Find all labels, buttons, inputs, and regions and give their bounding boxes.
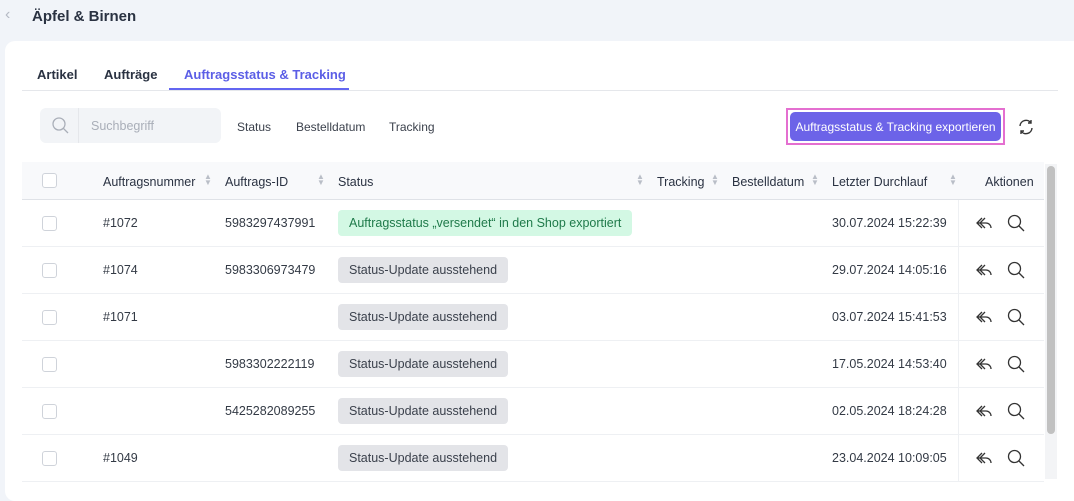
page-title: Äpfel & Birnen	[32, 8, 137, 25]
col-aktionen: Aktionen	[985, 175, 1034, 189]
row-checkbox[interactable]	[42, 404, 57, 419]
filter-bestelldatum[interactable]: Bestelldatum	[296, 120, 366, 134]
sort-icon[interactable]: ▲ ▼	[204, 172, 212, 187]
cell-auftragsnummer: #1049	[103, 451, 138, 465]
row-checkbox[interactable]	[42, 451, 57, 466]
cell-letzter-durchlauf: 03.07.2024 15:41:53	[832, 310, 947, 324]
cell-auftrags-id: 5983306973479	[225, 263, 316, 277]
col-letzter-durchlauf[interactable]: Letzter Durchlauf	[832, 175, 928, 189]
cell-auftrags-id: 5983297437991	[225, 216, 316, 230]
cell-auftragsnummer: #1071	[103, 310, 138, 324]
cell-auftragsnummer: #1074	[103, 263, 138, 277]
col-tracking[interactable]: Tracking	[657, 175, 705, 189]
cell-letzter-durchlauf: 29.07.2024 14:05:16	[832, 263, 947, 277]
tab-auftragsstatus-tracking[interactable]: Auftragsstatus & Tracking	[184, 67, 346, 82]
scrollbar[interactable]	[1045, 164, 1057, 479]
search-icon[interactable]	[1007, 449, 1025, 467]
sort-icon[interactable]: ▲ ▼	[811, 172, 819, 187]
filter-status[interactable]: Status	[237, 120, 272, 134]
cell-letzter-durchlauf: 30.07.2024 15:22:39	[832, 216, 947, 230]
table-row[interactable]: 5983302222119 Status-Update ausstehend 1…	[22, 341, 1044, 388]
col-auftragsnummer[interactable]: Auftragsnummer	[103, 175, 196, 189]
col-status[interactable]: Status	[338, 175, 374, 189]
scrollbar-thumb[interactable]	[1047, 166, 1055, 434]
table-header: Auftragsnummer ▲ ▼ Auftrags-ID ▲ ▼ Status …	[22, 162, 1044, 200]
table-row[interactable]: 5425282089255 Status-Update ausstehend 0…	[22, 388, 1044, 435]
search-icon[interactable]	[1007, 355, 1025, 373]
status-badge: Status-Update ausstehend	[338, 304, 509, 330]
cell-letzter-durchlauf: 23.04.2024 10:09:05	[832, 451, 947, 465]
status-badge: Status-Update ausstehend	[338, 445, 509, 471]
status-badge: Status-Update ausstehend	[338, 398, 509, 424]
back-chevron-icon[interactable]: ‹	[5, 6, 11, 23]
row-checkbox[interactable]	[42, 263, 57, 278]
top-bar: ‹ Äpfel & Birnen	[0, 0, 1074, 40]
reply-icon[interactable]	[975, 402, 993, 420]
table-row[interactable]: #1072 5983297437991 Auftragsstatus „vers…	[22, 200, 1044, 247]
search-input[interactable]: Suchbegriff	[40, 108, 221, 143]
reply-icon[interactable]	[975, 449, 993, 467]
table-row[interactable]: #1074 5983306973479 Status-Update ausste…	[22, 247, 1044, 294]
tab-artikel[interactable]: Artikel	[37, 67, 78, 82]
refresh-icon[interactable]	[1017, 118, 1035, 136]
table-row[interactable]: #1071 Status-Update ausstehend 03.07.202…	[22, 294, 1044, 341]
tab-bar: Artikel Aufträge Auftragsstatus & Tracki…	[22, 60, 1058, 91]
row-checkbox[interactable]	[42, 357, 57, 372]
col-bestelldatum[interactable]: Bestelldatum	[732, 175, 805, 189]
status-badge: Auftragsstatus „versendet“ in den Shop e…	[338, 210, 633, 236]
tab-auftraege[interactable]: Aufträge	[104, 67, 158, 82]
row-checkbox[interactable]	[42, 216, 57, 231]
export-button[interactable]: Auftragsstatus & Tracking exportieren	[790, 112, 1001, 141]
export-button-highlight: Auftragsstatus & Tracking exportieren	[786, 108, 1005, 145]
sort-icon[interactable]: ▲ ▼	[711, 172, 719, 187]
active-tab-indicator	[169, 88, 349, 90]
search-icon[interactable]	[1007, 261, 1025, 279]
reply-icon[interactable]	[975, 261, 993, 279]
status-badge: Status-Update ausstehend	[338, 257, 509, 283]
cell-letzter-durchlauf: 02.05.2024 18:24:28	[832, 404, 947, 418]
cell-letzter-durchlauf: 17.05.2024 14:53:40	[832, 357, 947, 371]
reply-icon[interactable]	[975, 214, 993, 232]
cell-auftrags-id: 5425282089255	[225, 404, 316, 418]
sort-icon[interactable]: ▲ ▼	[949, 172, 957, 187]
cell-auftrags-id: 5983302222119	[225, 357, 315, 371]
filter-tracking[interactable]: Tracking	[389, 120, 435, 134]
cell-auftragsnummer: #1072	[103, 216, 138, 230]
search-icon[interactable]	[1007, 214, 1025, 232]
status-badge: Status-Update ausstehend	[338, 351, 509, 377]
search-icon[interactable]	[1007, 308, 1025, 326]
table-row[interactable]: #1049 Status-Update ausstehend 23.04.202…	[22, 435, 1044, 482]
col-auftrags-id[interactable]: Auftrags-ID	[225, 175, 289, 189]
sort-icon[interactable]: ▲ ▼	[636, 172, 644, 187]
reply-icon[interactable]	[975, 308, 993, 326]
sort-icon[interactable]: ▲ ▼	[317, 172, 325, 187]
search-icon	[52, 117, 69, 134]
search-placeholder: Suchbegriff	[91, 119, 155, 133]
reply-icon[interactable]	[975, 355, 993, 373]
select-all-checkbox[interactable]	[42, 173, 57, 188]
search-icon[interactable]	[1007, 402, 1025, 420]
row-checkbox[interactable]	[42, 310, 57, 325]
